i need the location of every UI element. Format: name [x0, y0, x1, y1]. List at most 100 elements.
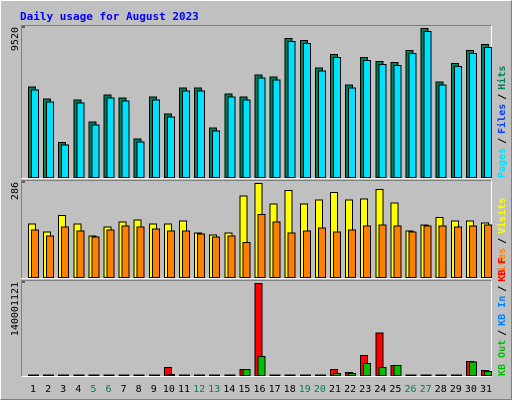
- bar: [197, 233, 206, 278]
- bar: [166, 230, 175, 279]
- bar: [393, 65, 402, 178]
- bar: [378, 224, 387, 279]
- x-tick-label: 21: [329, 384, 341, 395]
- legend-separator: /: [497, 238, 508, 244]
- chart-title: Daily usage for August 2023: [20, 10, 199, 23]
- legend: Sites / Visits: [496, 198, 508, 278]
- bar: [484, 224, 492, 279]
- legend-entry: KB Out: [497, 340, 508, 376]
- bar: [76, 102, 85, 178]
- bar: [333, 57, 341, 179]
- bar: [121, 100, 130, 178]
- bar: [227, 96, 236, 178]
- x-tick-label: 8: [136, 384, 142, 395]
- x-tick-label: 23: [359, 384, 371, 395]
- bar: [453, 226, 462, 278]
- bar: [212, 236, 221, 278]
- x-tick-label: 7: [121, 384, 127, 395]
- bar: [302, 43, 311, 179]
- bar: [151, 99, 160, 178]
- bar: [106, 97, 115, 178]
- x-tick-label: 17: [269, 384, 281, 395]
- x-tick-label: 11: [178, 384, 190, 395]
- bar: [61, 226, 70, 278]
- x-tick-label: 18: [284, 384, 296, 395]
- y-tick-label: 286: [10, 182, 21, 200]
- bar: [242, 241, 251, 278]
- bar: [348, 87, 357, 178]
- panel-bevel: [21, 280, 492, 377]
- x-tick-label: 27: [420, 384, 432, 395]
- bar: [227, 235, 236, 278]
- bar: [317, 70, 326, 178]
- panel-bevel: [21, 280, 492, 377]
- bar: [438, 84, 447, 178]
- bar: [423, 31, 432, 179]
- bar: [166, 374, 175, 376]
- bar: [242, 368, 251, 376]
- bar: [287, 232, 296, 279]
- bar: [272, 79, 281, 178]
- x-tick-label: 30: [465, 384, 477, 395]
- bar: [484, 371, 492, 376]
- bar: [91, 236, 100, 278]
- bar: [46, 235, 55, 278]
- panel-bevel: [21, 25, 492, 179]
- bar: [242, 99, 251, 178]
- x-tick-label: 13: [208, 384, 220, 395]
- legend-separator: /: [497, 330, 508, 336]
- legend-entry: Sites: [496, 248, 508, 278]
- bar: [76, 230, 85, 279]
- legend-entry: KB In: [497, 296, 508, 326]
- bar: [393, 225, 402, 279]
- bar: [438, 225, 447, 279]
- bar: [363, 225, 372, 279]
- bar: [197, 90, 206, 178]
- bar: [136, 226, 145, 278]
- bar: [348, 373, 357, 377]
- bar: [46, 101, 55, 178]
- bar: [257, 214, 266, 278]
- bar: [91, 124, 100, 178]
- bar: [136, 141, 145, 179]
- x-tick-label: 1: [30, 384, 36, 395]
- bar: [151, 228, 160, 278]
- legend: Pages / Files / Hits: [496, 66, 508, 178]
- bar: [31, 229, 39, 278]
- x-tick-label: 29: [450, 384, 462, 395]
- bar: [31, 89, 39, 178]
- x-tick-label: 12: [193, 384, 205, 395]
- x-tick-label: 15: [238, 384, 250, 395]
- y-tick-label: 140001121: [10, 282, 21, 336]
- panel-bevel: [21, 180, 492, 279]
- bar: [468, 361, 477, 376]
- bar: [272, 221, 281, 278]
- x-tick-label: 4: [75, 384, 81, 395]
- x-tick-label: 10: [163, 384, 175, 395]
- legend-entry: Visits: [496, 198, 508, 234]
- bar: [182, 90, 190, 178]
- x-tick-label: 5: [90, 384, 96, 395]
- x-tick-label: 14: [223, 384, 235, 395]
- bar: [408, 231, 417, 279]
- bar: [408, 53, 417, 178]
- legend-separator: /: [497, 94, 508, 100]
- bar: [106, 229, 115, 278]
- bar: [363, 60, 372, 179]
- bar: [287, 41, 296, 179]
- x-tick-label: 2: [45, 384, 51, 395]
- bar: [468, 53, 477, 178]
- bar: [378, 367, 387, 376]
- bar: [61, 144, 70, 179]
- bar: [121, 225, 130, 279]
- bar: [468, 225, 477, 279]
- x-tick-label: 24: [374, 384, 386, 395]
- x-tick-label: 20: [314, 384, 326, 395]
- bar: [302, 230, 311, 279]
- bar: [182, 230, 190, 279]
- bar: [453, 66, 462, 178]
- legend-entry: Pages: [497, 148, 508, 178]
- x-tick-label: 25: [389, 384, 401, 395]
- x-tick-label: 28: [435, 384, 447, 395]
